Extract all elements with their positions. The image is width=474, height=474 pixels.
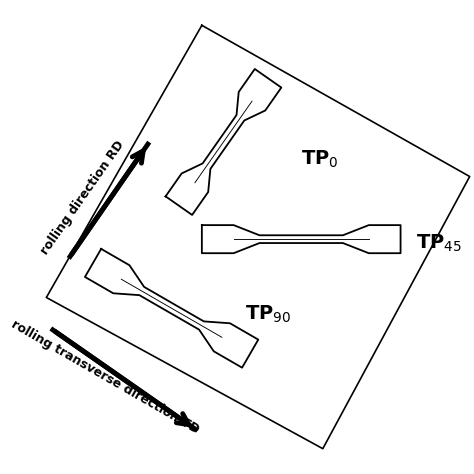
- Text: TP$_{90}$: TP$_{90}$: [245, 304, 292, 326]
- Text: rolling direction RD: rolling direction RD: [39, 139, 128, 257]
- Text: TP$_0$: TP$_0$: [301, 148, 339, 170]
- Text: TP$_{45}$: TP$_{45}$: [416, 233, 462, 254]
- Text: rolling transverse direction TD: rolling transverse direction TD: [9, 318, 201, 437]
